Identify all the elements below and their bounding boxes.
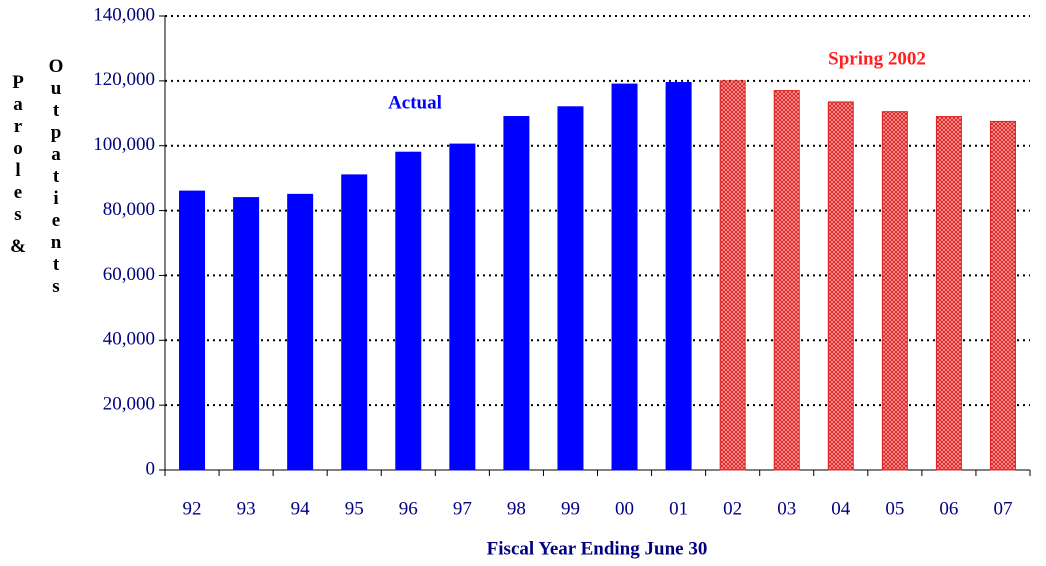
bar (287, 193, 314, 471)
bar (665, 81, 692, 471)
bar (233, 197, 260, 471)
x-axis-title: Fiscal Year Ending June 30 (487, 538, 708, 559)
x-tick-label: 99 (561, 498, 580, 519)
y-tick-label: 140,000 (93, 4, 155, 25)
x-tick-label: 06 (939, 498, 958, 519)
x-tick-label: 02 (723, 498, 742, 519)
bar (503, 116, 530, 471)
x-tick-label: 94 (291, 498, 311, 519)
x-tick-label: 07 (993, 498, 1012, 519)
bar (179, 190, 206, 471)
bar (341, 174, 368, 471)
y-tick-label: 100,000 (93, 134, 155, 155)
y-tick-label: 120,000 (93, 69, 155, 90)
bar (557, 106, 584, 471)
legend-label: Actual (388, 92, 442, 113)
bar (989, 120, 1016, 471)
x-tick-label: 01 (669, 498, 688, 519)
bar (935, 116, 962, 471)
bar (395, 151, 422, 471)
x-tick-label: 03 (777, 498, 796, 519)
x-tick-label: 93 (237, 498, 256, 519)
y-tick-label: 0 (146, 458, 156, 479)
bar (881, 111, 908, 471)
x-tick-label: 96 (399, 498, 418, 519)
bar (827, 101, 854, 471)
y-tick-label: 60,000 (103, 264, 155, 285)
x-tick-label: 00 (615, 498, 634, 519)
y-tick-label: 20,000 (103, 394, 155, 415)
legend-label: Spring 2002 (828, 48, 926, 69)
x-tick-label: 92 (183, 498, 202, 519)
bar (611, 83, 638, 471)
y-tick-label: 40,000 (103, 329, 155, 350)
bar (773, 90, 800, 471)
x-tick-label: 04 (831, 498, 851, 519)
x-tick-label: 95 (345, 498, 364, 519)
x-tick-label: 05 (885, 498, 904, 519)
bar (719, 80, 746, 471)
x-tick-label: 98 (507, 498, 526, 519)
y-tick-label: 80,000 (103, 199, 155, 220)
bar (449, 143, 476, 471)
x-tick-label: 97 (453, 498, 472, 519)
